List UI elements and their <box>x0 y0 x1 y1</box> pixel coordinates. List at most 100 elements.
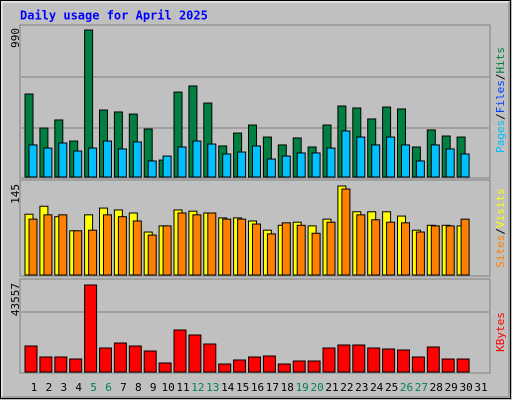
bar <box>237 151 247 178</box>
bar <box>192 214 202 276</box>
y-tick-label: 43557 <box>9 283 22 316</box>
x-tick-label: 15 <box>236 381 249 394</box>
bar <box>233 359 247 373</box>
bar <box>401 144 410 178</box>
bar <box>88 229 98 276</box>
x-tick-label: 25 <box>385 381 398 394</box>
x-tick-label: 6 <box>105 381 112 394</box>
bar <box>386 221 396 276</box>
x-tick-label: 31 <box>474 381 487 394</box>
bar <box>43 214 53 276</box>
x-tick-label: 16 <box>251 381 264 394</box>
x-tick-label: 26 <box>400 381 413 394</box>
bar <box>207 212 217 276</box>
x-tick-label: 13 <box>206 381 219 394</box>
legend: Pages/Files/Hits <box>494 47 507 153</box>
bar <box>158 362 172 373</box>
bar <box>177 146 187 178</box>
x-tick-label: 24 <box>370 381 384 394</box>
bar <box>411 356 425 373</box>
bar <box>162 225 172 276</box>
bar <box>460 218 470 276</box>
bar <box>415 231 425 276</box>
bar <box>117 148 127 178</box>
bar <box>88 147 98 178</box>
x-tick-label: 20 <box>310 381 323 394</box>
legend-entry: Hits <box>494 47 507 74</box>
bar <box>207 143 217 178</box>
x-tick-label: 29 <box>445 381 458 394</box>
bar <box>147 234 157 276</box>
bar <box>252 223 261 276</box>
legend: Sites/Visits <box>494 188 507 268</box>
x-tick-label: 11 <box>176 381 189 394</box>
bar <box>39 356 53 373</box>
legend: KBytes <box>494 312 507 352</box>
bar <box>266 233 276 276</box>
bar <box>73 150 83 178</box>
bar <box>218 363 232 373</box>
x-tick-label: 3 <box>60 381 67 394</box>
bar <box>24 345 38 373</box>
legend-separator: / <box>494 228 507 235</box>
x-tick-label: 28 <box>430 381 443 394</box>
x-tick-label: 7 <box>120 381 127 394</box>
x-tick-label: 22 <box>340 381 353 394</box>
y-tick-label: 990 <box>9 28 22 48</box>
bar <box>430 225 440 276</box>
x-tick-label: 21 <box>325 381 338 394</box>
bar <box>371 219 381 276</box>
panels <box>19 24 491 374</box>
bar <box>173 329 187 373</box>
bar <box>430 144 440 178</box>
x-tick-label: 30 <box>459 381 472 394</box>
bar <box>296 152 306 178</box>
bar <box>147 160 157 178</box>
bar <box>28 218 38 276</box>
bar <box>445 225 455 276</box>
bar <box>401 222 410 276</box>
bar <box>445 148 455 178</box>
bar <box>382 348 396 373</box>
bar <box>128 345 142 373</box>
bar <box>277 363 291 373</box>
legend-entry: Visits <box>494 188 507 228</box>
bar <box>415 160 425 178</box>
x-tick-label: 23 <box>355 381 368 394</box>
bar <box>367 347 381 373</box>
bar <box>441 358 455 373</box>
bar <box>248 356 261 373</box>
bar <box>341 188 351 276</box>
bar <box>386 136 396 178</box>
y-tick-label: 145 <box>9 184 22 204</box>
x-tick-label: 9 <box>150 381 157 394</box>
bar <box>143 350 157 373</box>
bar <box>117 216 127 276</box>
bar <box>262 355 276 373</box>
bar <box>162 155 172 178</box>
x-tick-label: 5 <box>90 381 97 394</box>
bar <box>203 343 217 373</box>
x-tick-label: 27 <box>415 381 428 394</box>
bar <box>222 218 232 276</box>
bar <box>28 144 38 178</box>
legend-entry: Sites <box>494 235 507 268</box>
bar <box>132 220 142 276</box>
legend-separator: / <box>494 74 507 81</box>
bar <box>460 153 470 178</box>
bar <box>113 342 127 373</box>
bar <box>281 222 291 276</box>
bar <box>188 334 202 373</box>
legend-separator: / <box>494 113 507 120</box>
bar <box>103 140 112 178</box>
bar <box>311 152 321 178</box>
x-tick-label: 10 <box>161 381 174 394</box>
bar <box>307 360 321 373</box>
legend-entry: Pages <box>494 120 507 153</box>
bar <box>222 153 232 178</box>
legend-entry: Files <box>494 80 507 113</box>
bar <box>266 158 276 178</box>
bar <box>341 130 351 178</box>
